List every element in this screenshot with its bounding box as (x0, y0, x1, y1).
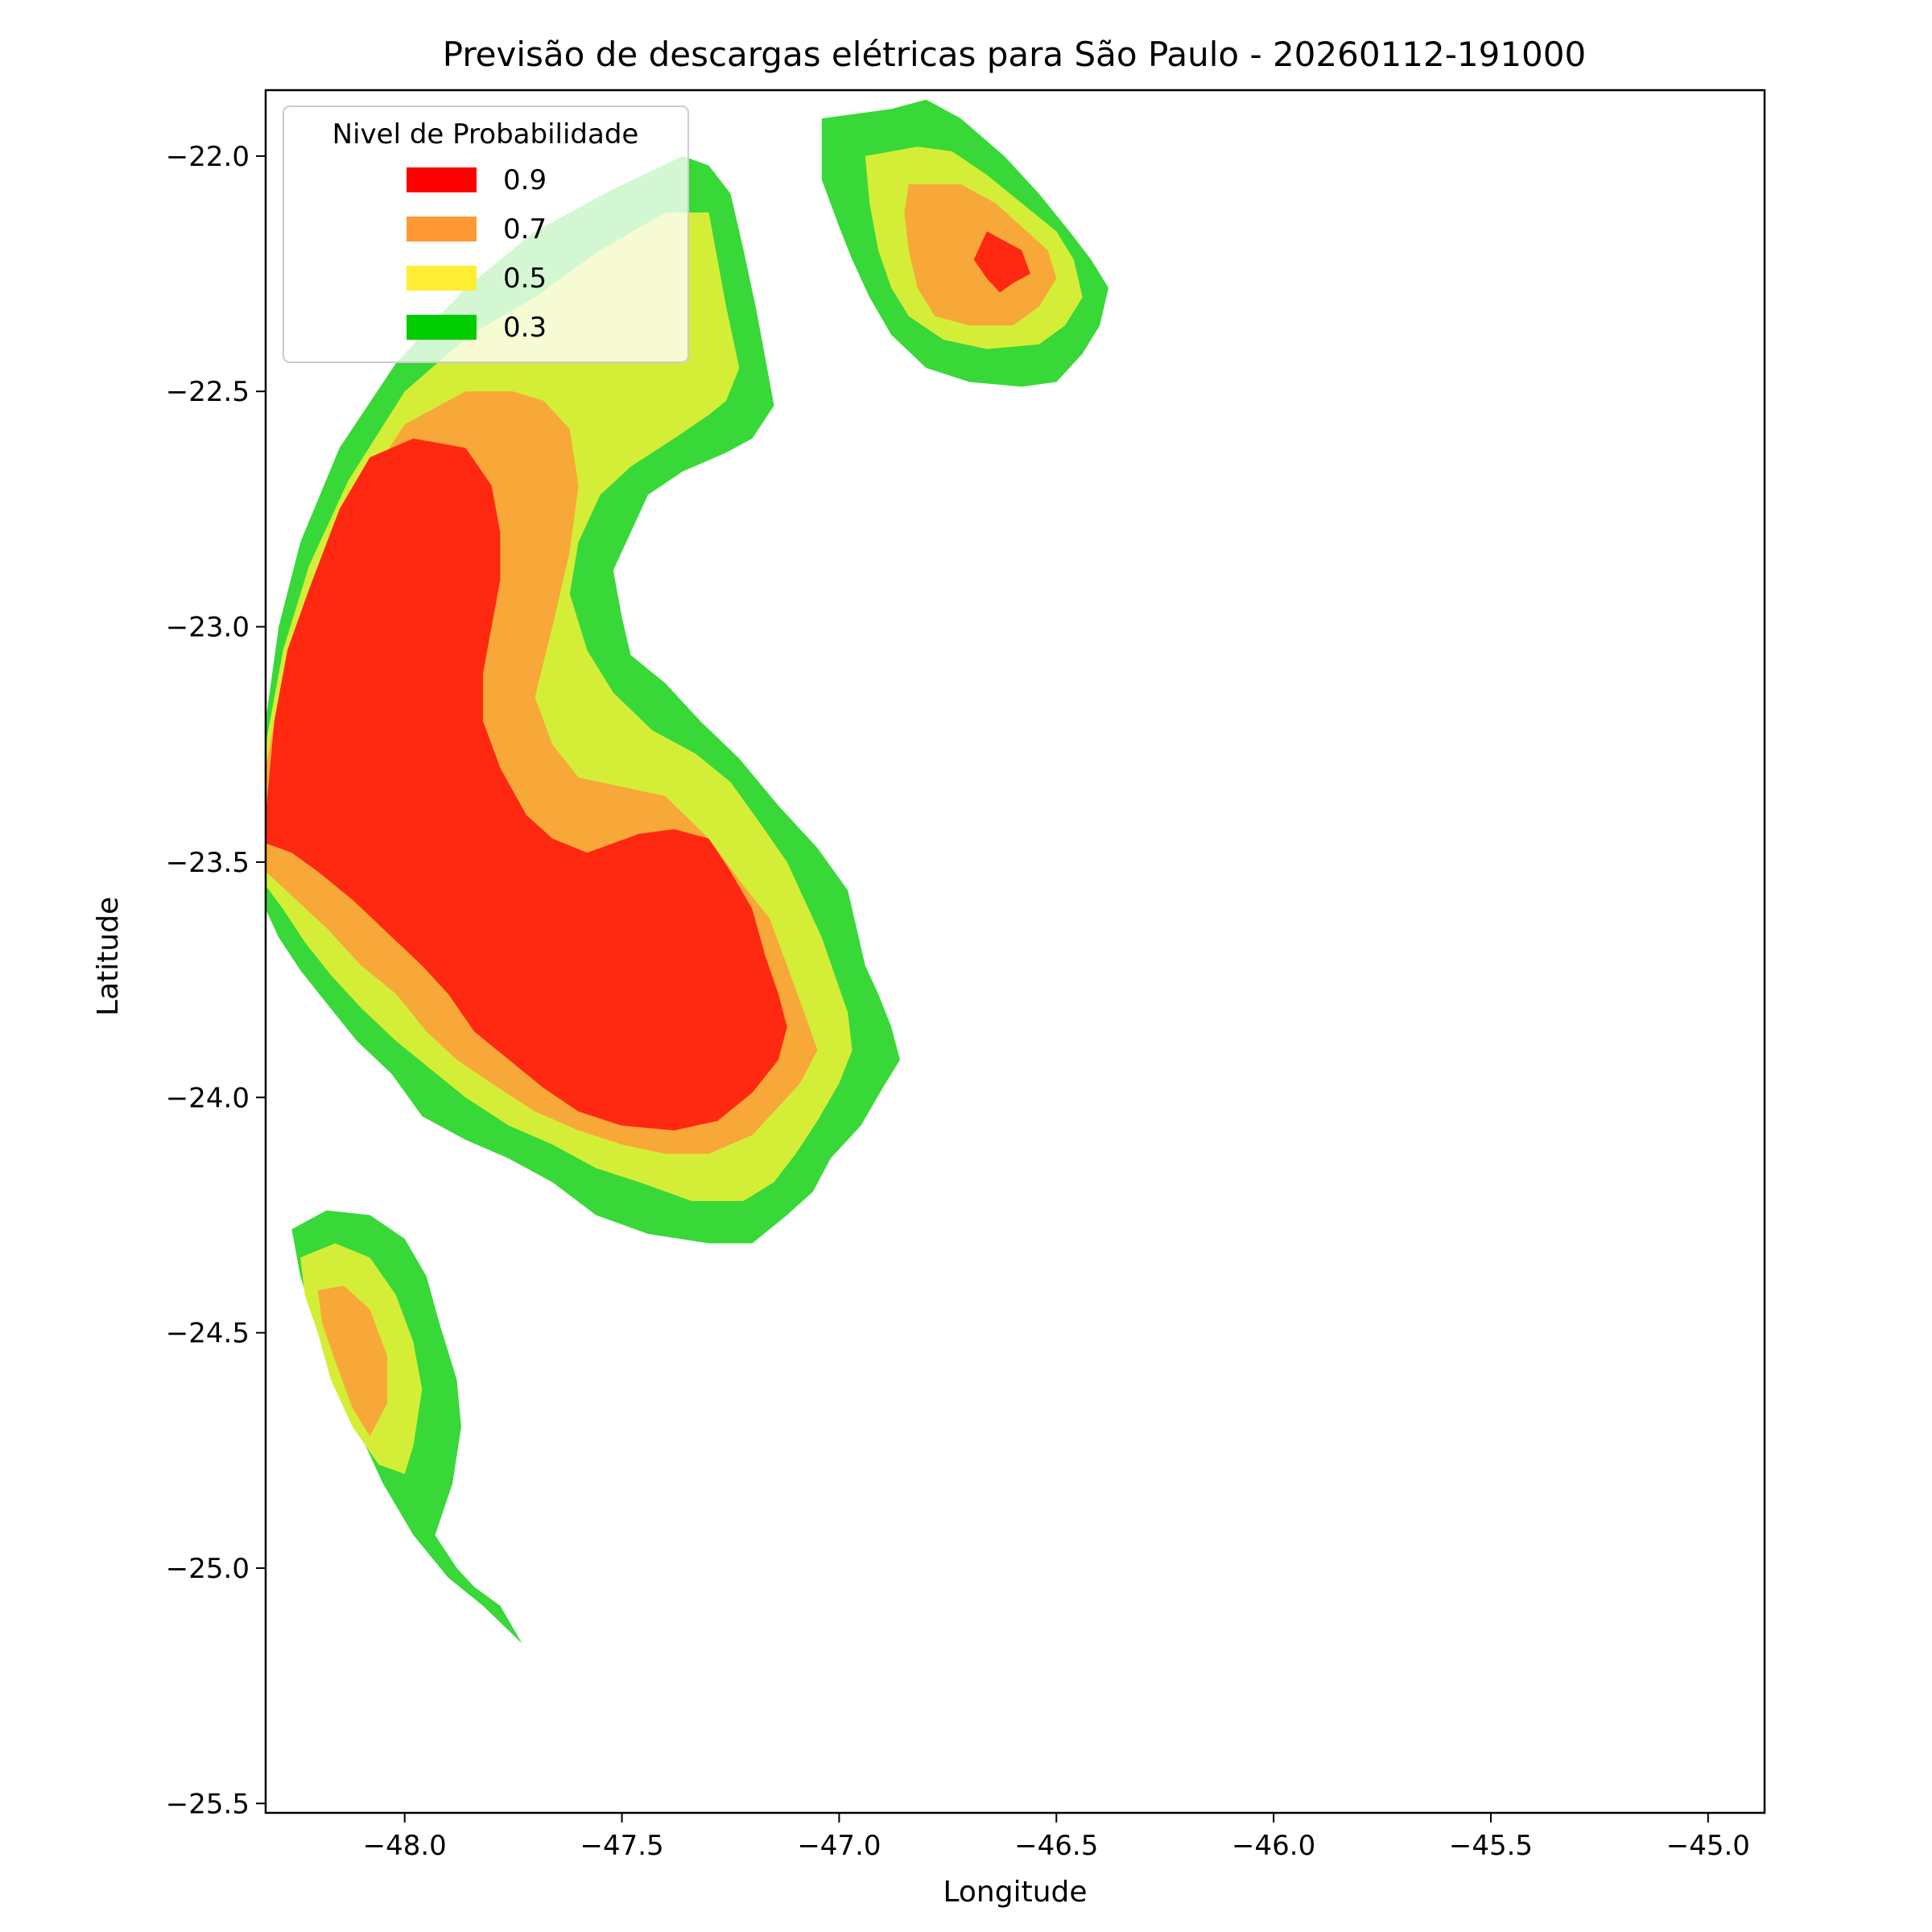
northeast-cell-level-09-region (973, 231, 1030, 293)
y-tick-label: −25.5 (166, 1788, 250, 1820)
legend-entry-label: 0.7 (503, 213, 547, 246)
legend: Nivel de Probabilidade 0.9 0.7 0.5 0.3 (283, 105, 689, 363)
y-axis: −22.0 −22.5 −23.0 −23.5 −24.0 −24.5 −25.0 −25.5 (166, 141, 266, 1820)
y-tick-label: −23.0 (166, 612, 250, 644)
main-cell-level-09-region (266, 438, 787, 1131)
legend-title: Nivel de Probabilidade (332, 118, 639, 151)
y-tick-label: −24.0 (166, 1082, 250, 1114)
y-tick-label: −22.5 (166, 376, 250, 408)
x-tick-label: −46.5 (1014, 1830, 1098, 1862)
x-tick-label: −45.0 (1666, 1830, 1750, 1862)
x-tick-label: −47.5 (580, 1830, 663, 1862)
x-tick-label: −45.5 (1449, 1830, 1533, 1862)
y-tick-label: −23.5 (166, 847, 250, 879)
contour-regions (266, 99, 1108, 1644)
southwest-cell-level-07-region (317, 1286, 388, 1437)
legend-entry-label: 0.3 (503, 312, 547, 344)
x-axis-label: Longitude (943, 1876, 1087, 1909)
x-tick-label: −47.0 (797, 1830, 881, 1862)
y-axis-label: Latitude (92, 897, 125, 1016)
y-tick-label: −25.0 (166, 1553, 250, 1585)
legend-swatch (407, 315, 477, 340)
x-tick-label: −46.0 (1232, 1830, 1315, 1862)
plot-frame (264, 89, 1766, 1814)
legend-box (283, 105, 689, 363)
y-tick-label: −24.5 (166, 1318, 250, 1350)
y-tick-label: −22.0 (166, 141, 250, 173)
chart-title: Previsão de descargas elétricas para São… (443, 35, 1586, 74)
x-axis: −48.0 −47.5 −47.0 −46.5 −46.0 −45.5 −45.0 (363, 1813, 1750, 1862)
legend-swatch (407, 266, 477, 291)
x-tick-label: −48.0 (363, 1830, 447, 1862)
legend-swatch (407, 167, 477, 192)
legend-swatch (407, 217, 477, 242)
legend-entry-label: 0.5 (503, 262, 547, 295)
legend-entry-label: 0.9 (503, 164, 547, 196)
